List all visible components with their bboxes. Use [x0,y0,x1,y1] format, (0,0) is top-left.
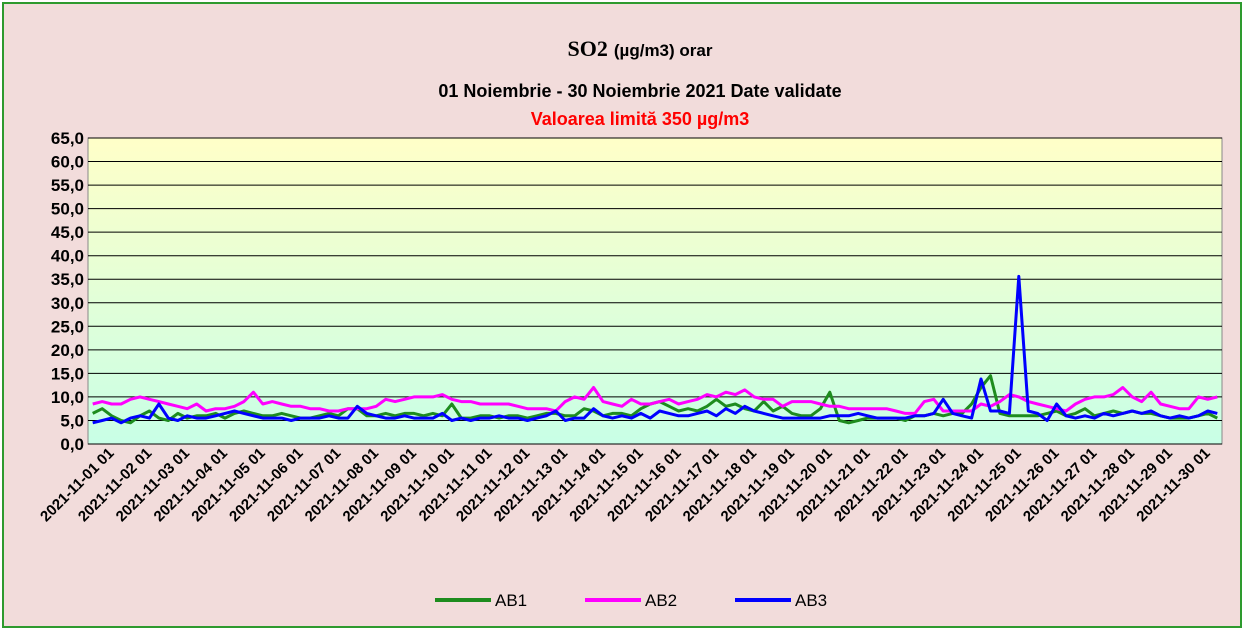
y-tick-label: 20,0 [51,341,84,360]
y-tick-label: 50,0 [51,200,84,219]
annotation: Valoarea limită 350 µg/m3 [531,109,750,129]
y-tick-label: 25,0 [51,317,84,336]
series-line [92,386,1218,415]
legend-label: AB1 [495,591,527,610]
y-tick-label: 10,0 [51,388,84,407]
y-tick-label: 55,0 [51,176,84,195]
y-tick-label: 35,0 [51,270,84,289]
y-tick-label: 60,0 [51,153,84,172]
plot-area [87,137,1223,445]
series-line [92,274,1218,425]
legend-label: AB2 [645,591,677,610]
y-tick-label: 15,0 [51,364,84,383]
y-tick-label: 40,0 [51,247,84,266]
y-tick-label: 5,0 [60,411,84,430]
y-tick-label: 0,0 [60,435,84,454]
legend-label: AB3 [795,591,827,610]
chart-subtitle: 01 Noiembrie - 30 Noiembrie 2021 Date va… [438,81,841,101]
y-tick-label: 45,0 [51,223,84,242]
y-tick-label: 30,0 [51,294,84,313]
chart-title: SO2 (µg/m3) orar [568,36,713,61]
y-tick-label: 65,0 [51,129,84,148]
